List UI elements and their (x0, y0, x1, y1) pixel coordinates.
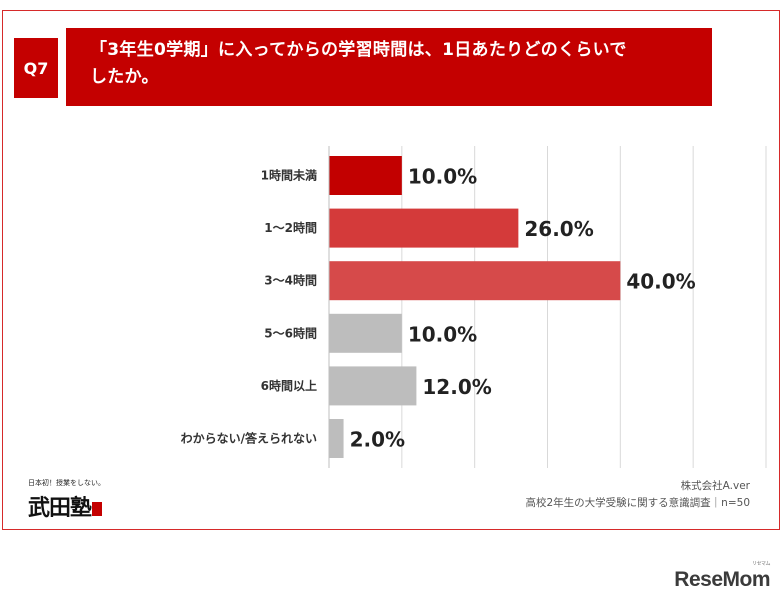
question-banner: 「3年生0学期」に入ってからの学習時間は、1日あたりどのくらいで したか。 (66, 28, 712, 106)
data-label: 2.0% (350, 428, 405, 452)
category-label: 5〜6時間 (264, 325, 317, 340)
logo-brand: 武田塾 (28, 490, 110, 522)
question-line-2: したか。 (90, 67, 159, 87)
chart-frame (2, 10, 780, 530)
data-label: 10.0% (408, 165, 477, 189)
question-tag: Q7 (14, 38, 58, 98)
logo-tagline: 日本初！授業をしない。 (28, 479, 105, 487)
category-label: 6時間以上 (261, 378, 317, 393)
bar (329, 156, 402, 195)
category-label: 3〜4時間 (264, 273, 317, 288)
question-line-1: 「3年生0学期」に入ってからの学習時間は、1日あたりどのくらいで (90, 40, 627, 60)
category-label: 1〜2時間 (264, 220, 317, 235)
source-note: 株式会社A.ver 高校2年生の大学受験に関する意識調査｜n=50 (526, 478, 751, 512)
resemom-logo: リセマム ReseMom (674, 561, 770, 592)
data-label: 12.0% (422, 375, 491, 399)
data-label: 40.0% (626, 270, 695, 294)
category-label: わからない/答えられない (181, 431, 317, 446)
bar (329, 419, 344, 458)
bar (329, 208, 519, 248)
data-label: 10.0% (408, 322, 477, 346)
takedajuku-logo: 日本初！授業をしない。 武田塾 (28, 478, 110, 522)
seal-icon (92, 502, 103, 516)
source-survey: 高校2年生の大学受験に関する意識調査｜n=50 (525, 497, 751, 509)
category-label: 1時間未満 (261, 168, 317, 183)
bar (329, 261, 621, 301)
resemom-logo-text: ReseMom (674, 568, 770, 591)
data-label: 26.0% (524, 217, 593, 241)
resemom-logo-small: リセマム (751, 561, 771, 567)
source-company: 株式会社A.ver (680, 480, 750, 492)
bar (329, 313, 402, 353)
bar (329, 366, 417, 406)
